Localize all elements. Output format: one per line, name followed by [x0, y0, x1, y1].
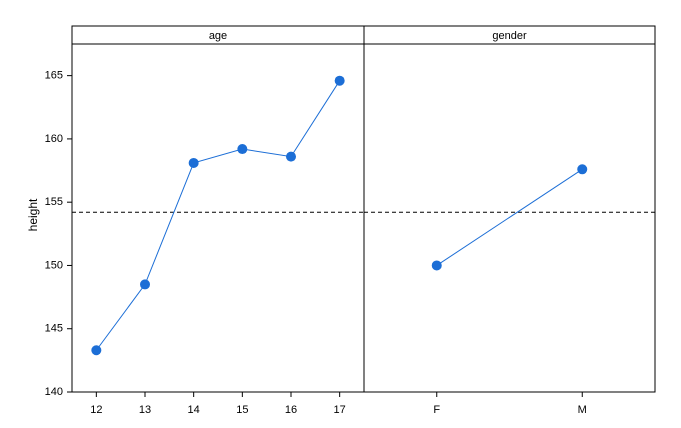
panel-frame	[363, 43, 656, 393]
y-tick-label: 145	[45, 323, 63, 335]
point	[188, 157, 199, 168]
x-tick-label: M	[578, 404, 587, 416]
panel-title: age	[209, 30, 227, 42]
panel-frame	[71, 43, 365, 393]
series-line	[95, 80, 341, 351]
y-tick-label: 155	[45, 196, 63, 208]
panel-title: gender	[492, 30, 527, 42]
point	[91, 345, 102, 356]
x-tick-label: 14	[188, 404, 200, 416]
y-tick-label: 165	[45, 70, 63, 82]
x-tick-label: 13	[139, 404, 151, 416]
x-tick-label: 16	[285, 404, 297, 416]
y-tick-label: 150	[45, 259, 63, 271]
x-tick-label: 12	[90, 404, 102, 416]
x-tick-label: 15	[236, 404, 248, 416]
y-tick-label: 140	[45, 386, 63, 398]
series-line	[436, 168, 583, 266]
point	[334, 75, 345, 86]
point	[286, 151, 296, 162]
point	[237, 144, 248, 155]
point	[431, 260, 442, 271]
x-tick-label: 17	[334, 404, 346, 416]
point	[140, 279, 150, 290]
y-axis-label: height	[26, 198, 40, 231]
y-tick-label: 160	[45, 133, 63, 145]
point	[577, 164, 588, 175]
x-tick-label: F	[433, 404, 440, 416]
